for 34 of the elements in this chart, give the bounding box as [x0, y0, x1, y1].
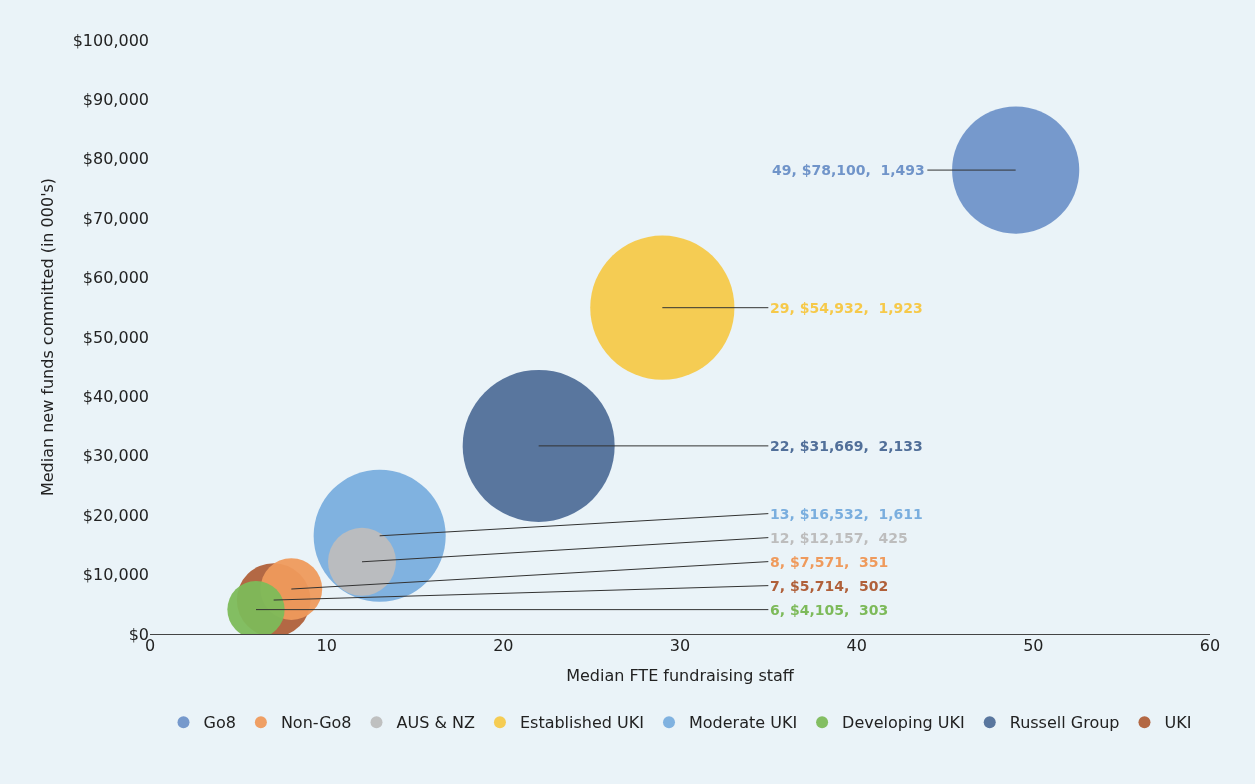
legend-label: Developing UKI	[842, 713, 965, 733]
y-tick-label: $50,000	[82, 327, 149, 347]
legend-label: AUS & NZ	[396, 713, 475, 733]
legend-label: Go8	[203, 713, 236, 733]
y-tick-label: $20,000	[82, 505, 149, 525]
x-axis-title: Median FTE fundraising staff	[566, 665, 795, 685]
data-label: 29, $54,932, 1,923	[770, 300, 923, 316]
y-axis-title: Median new funds committed (in 000's)	[37, 177, 57, 497]
data-label: 13, $16,532, 1,611	[770, 506, 923, 522]
y-tick-label: $30,000	[82, 446, 149, 466]
data-label: 7, $5,714, 502	[770, 578, 889, 594]
y-tick-label: $70,000	[82, 208, 149, 228]
x-tick-label: 60	[1199, 636, 1221, 655]
legend-label: Moderate UKI	[688, 713, 798, 733]
data-label: 22, $31,669, 2,133	[770, 438, 923, 454]
x-tick-label: 40	[846, 636, 867, 655]
y-tick-label: $10,000	[82, 565, 149, 585]
legend-label: Established UKI	[519, 713, 644, 733]
x-tick-label: 30	[669, 636, 691, 655]
x-tick-label: 10	[316, 636, 337, 655]
data-label: 12, $12,157, 425	[770, 530, 908, 546]
y-tick-label: $60,000	[82, 268, 149, 288]
x-tick-label: 50	[1023, 636, 1044, 655]
data-label: 6, $4,105, 303	[770, 602, 889, 618]
legend-label: Non-Go8	[280, 713, 352, 733]
legend-label: UKI	[1164, 713, 1192, 733]
x-tick-label: 20	[493, 636, 514, 655]
y-tick-label: $90,000	[82, 90, 149, 109]
y-tick-label: $40,000	[82, 387, 149, 406]
legend-label: Russell Group	[1009, 713, 1120, 733]
data-label: 49, $78,100, 1,493	[772, 162, 925, 178]
data-label: 8, $7,571, 351	[770, 554, 889, 570]
y-tick-label: $100,000	[72, 30, 149, 50]
y-tick-label: $80,000	[82, 149, 149, 169]
